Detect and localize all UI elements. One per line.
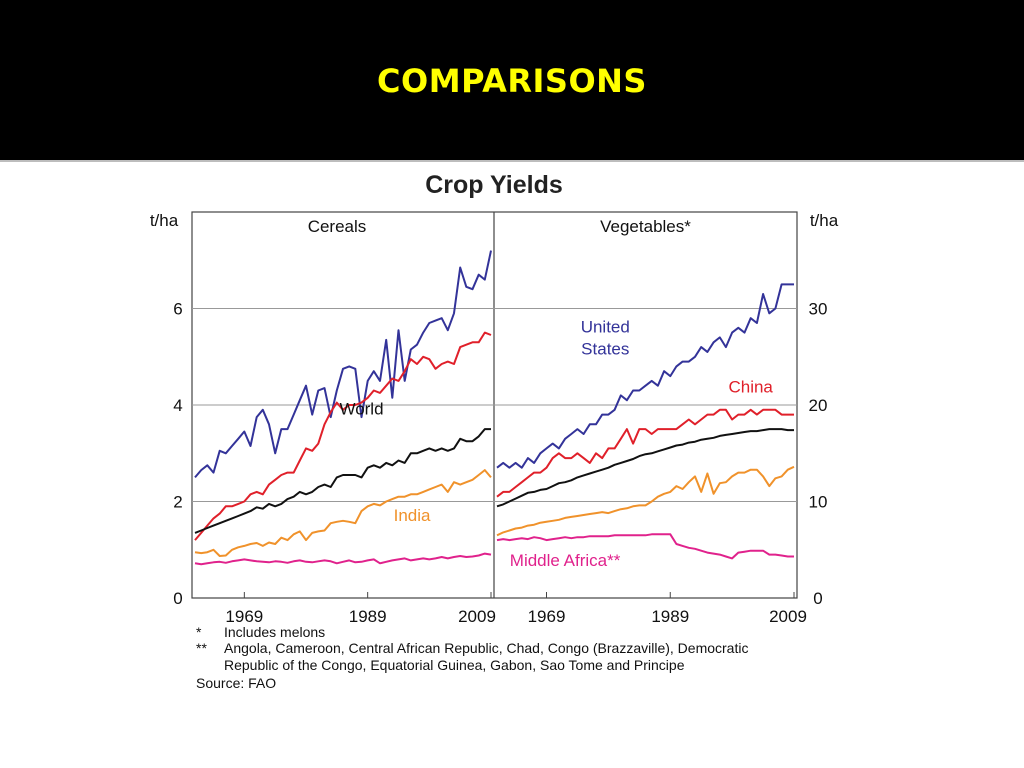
panel-title: Cereals	[308, 217, 367, 236]
x-tick-label: 1989	[651, 607, 689, 626]
footnote-marker: *	[196, 624, 202, 640]
footnote-marker: **	[196, 640, 207, 656]
series-line-world	[496, 428, 794, 508]
y-tick-label: 2	[173, 493, 182, 512]
y-tick-label: 4	[173, 396, 182, 415]
panel-title: Vegetables*	[600, 217, 691, 236]
header-divider	[0, 160, 1024, 162]
series-label-india: India	[394, 506, 431, 525]
x-tick-label: 1989	[349, 607, 387, 626]
series-label-middle-africa: Middle Africa**	[510, 551, 621, 570]
source-note: Source: FAO	[196, 675, 276, 691]
plot-layer: 0 2 4 6 t/ha Cereals 1969 1989 2009 World India 0 10…	[150, 211, 839, 626]
series-line-china	[496, 408, 794, 498]
footnote-text: Includes melons	[224, 624, 325, 640]
y-tick-label: 6	[173, 300, 182, 319]
chart-title: Crop Yields	[425, 171, 563, 199]
x-tick-label: 1969	[225, 607, 263, 626]
slide-title: COMPARISONS	[377, 62, 647, 100]
series-line-middle-africa	[496, 533, 794, 560]
series-line-united-states	[496, 283, 794, 469]
series-label-china: China	[728, 377, 773, 396]
y-axis-label: t/ha	[810, 211, 839, 230]
series-label-world: World	[339, 400, 383, 419]
y-tick-label: 0	[173, 589, 182, 608]
x-tick-label: 2009	[769, 607, 807, 626]
slide-header: COMPARISONS	[0, 0, 1024, 160]
footnotes: * Includes melons ** Angola, Cameroon, Cent…	[196, 624, 748, 691]
series-line-india	[496, 465, 795, 537]
series-label-united-states: United States	[581, 318, 630, 359]
footnote-text: Angola, Cameroon, Central African Republ…	[224, 640, 748, 673]
y-tick-label: 20	[809, 396, 828, 415]
series-line-china	[194, 331, 492, 541]
series-line-world	[194, 428, 491, 534]
y-tick-label: 10	[809, 493, 828, 512]
series-line-india	[194, 469, 492, 557]
x-tick-label: 1969	[528, 607, 566, 626]
y-axis-label: t/ha	[150, 211, 179, 230]
y-tick-label: 0	[813, 589, 822, 608]
y-tick-label: 30	[809, 300, 828, 319]
x-tick-label: 2009	[458, 607, 496, 626]
series-line-middle-africa	[194, 552, 492, 566]
series-line-united-states	[194, 250, 492, 479]
